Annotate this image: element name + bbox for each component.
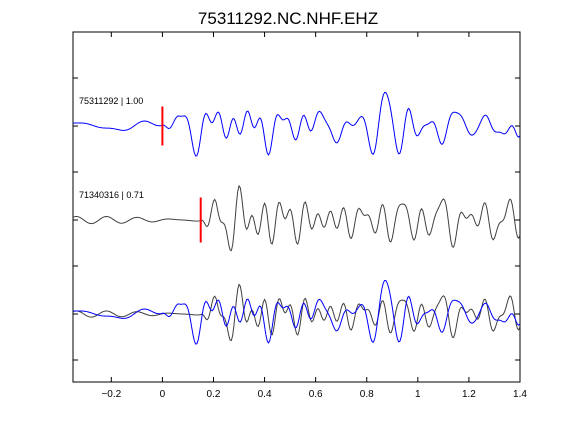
x-tick-label: 1.2: [462, 389, 476, 400]
trace-2-line: [72, 184, 521, 252]
overlay-trace-2-line: [72, 283, 521, 342]
x-axis-ticks: −0.2 0 0.2 0.4 0.6 0.8 1 1.2 1.4: [73, 32, 527, 400]
trace-labels: 75311292 | 1.00 71340316 | 0.71: [79, 96, 144, 200]
x-tick-label: −0.2: [101, 389, 121, 400]
x-tick-label: 0: [160, 389, 166, 400]
trace-2-label: 71340316 | 0.71: [79, 190, 144, 200]
x-tick-label: 0.2: [207, 389, 221, 400]
plot-frame: [72, 31, 521, 383]
trace-1-label: 75311292 | 1.00: [79, 96, 143, 106]
x-tick-label: 1.4: [513, 389, 527, 400]
x-tick-label: 0.4: [258, 389, 272, 400]
x-tick-label: 1: [415, 389, 421, 400]
overlay-trace-1-line: [72, 279, 521, 345]
x-tick-label: 0.6: [309, 389, 323, 400]
traces-layer: [72, 91, 521, 345]
trace-1-line: [72, 91, 521, 157]
chart-title: 75311292.NC.NHF.EHZ: [198, 9, 378, 28]
x-tick-label: 0.8: [360, 389, 374, 400]
